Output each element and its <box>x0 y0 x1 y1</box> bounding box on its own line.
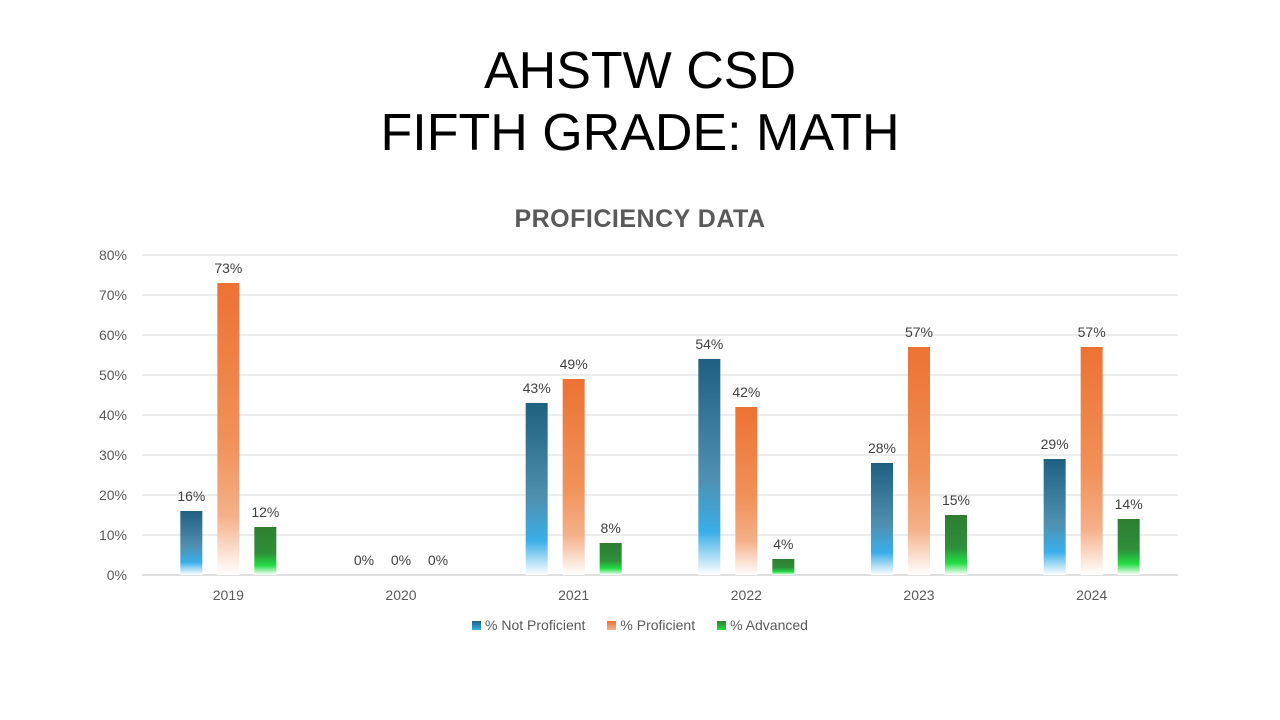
bar-not-proficient-2024 <box>1043 459 1066 575</box>
data-label: 28% <box>868 440 896 456</box>
chart-legend: % Not Proficient % Proficient % Advanced <box>0 617 1280 633</box>
chart-title: PROFICIENCY DATA <box>514 205 766 233</box>
data-label: 57% <box>905 324 933 340</box>
legend-swatch-not-proficient <box>472 620 482 630</box>
bar-proficient-2019 <box>217 283 240 575</box>
y-tick-label: 30% <box>99 447 127 463</box>
bar-not-proficient-2021 <box>525 403 548 575</box>
bar-proficient-2021 <box>562 379 585 575</box>
y-tick-label: 60% <box>99 327 127 343</box>
slide-title-line-2: FIFTH GRADE: MATH <box>380 104 900 162</box>
bar-not-proficient-2022 <box>698 359 721 575</box>
legend-item-proficient: % Proficient <box>607 617 695 633</box>
x-tick-label: 2020 <box>385 587 416 603</box>
x-tick-label: 2022 <box>731 587 762 603</box>
data-label: 16% <box>177 488 205 504</box>
bar-proficient-2023 <box>908 347 930 575</box>
data-label: 42% <box>732 384 760 400</box>
data-label: 8% <box>601 520 621 536</box>
legend-label-proficient: % Proficient <box>620 617 696 633</box>
slide-title: AHSTW CSD FIFTH GRADE: MATH <box>0 40 1280 164</box>
bar-advanced-2024 <box>1117 519 1140 575</box>
data-label: 15% <box>942 492 970 508</box>
bar-not-proficient-2023 <box>871 463 893 575</box>
data-label: 4% <box>773 536 793 552</box>
bar-advanced-2021 <box>599 543 622 575</box>
y-tick-label: 70% <box>99 287 127 303</box>
data-label: 29% <box>1041 436 1069 452</box>
bar-not-proficient-2019 <box>180 511 203 575</box>
data-label: 0% <box>354 552 374 568</box>
data-label: 43% <box>523 380 551 396</box>
data-label: 73% <box>214 260 242 276</box>
data-label: 54% <box>695 336 723 352</box>
legend-swatch-advanced <box>717 620 727 630</box>
data-label: 0% <box>428 552 448 568</box>
data-label: 14% <box>1115 496 1143 512</box>
x-tick-label: 2021 <box>558 587 589 603</box>
slide-title-line-1: AHSTW CSD <box>484 42 796 100</box>
y-tick-label: 20% <box>99 487 127 503</box>
legend-swatch-proficient <box>607 620 617 630</box>
y-tick-label: 80% <box>99 247 127 263</box>
y-tick-label: 50% <box>99 367 127 383</box>
data-label: 0% <box>391 552 411 568</box>
legend-item-advanced: % Advanced <box>717 617 808 633</box>
data-label: 57% <box>1078 324 1106 340</box>
bar-advanced-2019 <box>254 527 277 575</box>
data-label: 49% <box>560 356 588 372</box>
data-label: 12% <box>251 504 279 520</box>
x-tick-label: 2024 <box>1076 587 1107 603</box>
legend-label-not-proficient: % Not Proficient <box>485 617 586 633</box>
bar-advanced-2022 <box>772 559 795 575</box>
x-tick-label: 2019 <box>213 587 244 603</box>
bar-proficient-2024 <box>1080 347 1103 575</box>
bar-advanced-2023 <box>945 515 967 575</box>
legend-label-advanced: % Advanced <box>730 617 808 633</box>
y-tick-label: 0% <box>107 567 127 583</box>
y-tick-label: 10% <box>99 527 127 543</box>
x-tick-label: 2023 <box>903 587 934 603</box>
bar-proficient-2022 <box>735 407 758 575</box>
legend-item-not-proficient: % Not Proficient <box>472 617 585 633</box>
y-tick-label: 40% <box>99 407 127 423</box>
